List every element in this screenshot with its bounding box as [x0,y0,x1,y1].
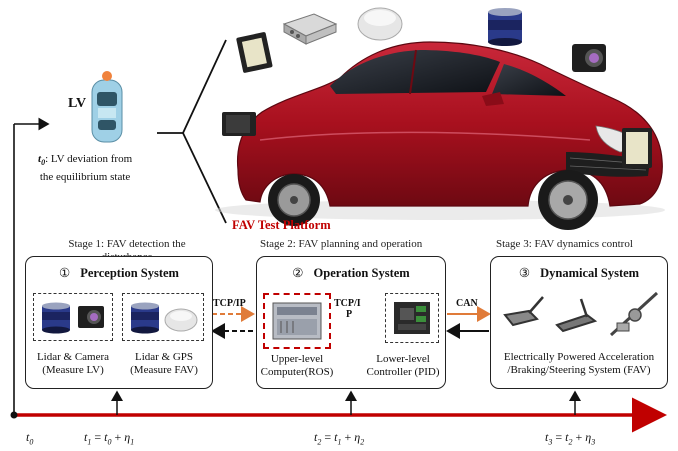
perception-system-panel: ① Perception System [25,256,213,389]
computer-icon [272,302,322,340]
lidar-camera-icons [42,302,104,334]
dynamical-desc-line2: /Braking/Steering System (FAV) [507,364,651,376]
operation-sub-right [385,293,439,343]
lv-t0-sub: 0 [41,158,46,168]
timeline-t0-label: t0 [26,430,34,447]
dynamical-system-panel: ③ Dynamical System Electrically Powered A… [490,256,668,389]
operation-title-text: Operation System [313,266,410,280]
operation-system-panel: ② Operation System Upper-level Computer(R… [256,256,446,389]
perception-left-line2: (Measure LV) [42,364,104,376]
operation-left-line1: Upper-level [270,353,324,365]
sensor-device-icon [622,128,652,168]
lidar-gps-icons [131,302,198,334]
timeline-origin [10,411,18,419]
gps-dome-icon [357,7,403,41]
dynamical-title: ③ Dynamical System [491,265,667,281]
lv-description: t0: LV deviation from the equilibrium st… [38,152,132,184]
perception-sub-left [33,293,113,341]
connector-can [446,306,491,339]
gps-receiver-icon [282,13,338,45]
operation-sub-left [263,293,331,349]
timeline-t1-label: t1 = t0 + η1 [84,430,135,447]
perception-right-line2: (Measure FAV) [130,364,198,376]
operation-right-line1: Lower-level [376,353,430,365]
dynamical-desc-line1: Electrically Powered Acceleration [503,351,655,363]
timeline-t2-label: t2 = t1 + η2 [314,430,365,447]
operation-left-line2: Computer(ROS) [260,366,334,378]
link-label-tcpip-2a: TCP/I [334,298,361,309]
operation-right-caption: Lower-level Controller (PID) [361,353,445,379]
perception-right-caption: Lidar & GPS (Measure FAV) [118,351,210,377]
link-label-tcpip-1: TCP/IP [213,298,246,309]
lv-t0-symbol: t [38,153,42,165]
stage-3-number: ③ [518,266,531,280]
stage-2-caption: Stage 2: FAV planning and operation [260,238,423,250]
stage-2-number: ② [292,266,304,280]
perception-left-line1: Lidar & Camera [36,351,110,363]
car-top-icon [91,71,123,143]
platform-bracket [157,39,227,224]
dynamical-title-text: Dynamical System [540,266,640,280]
stage-3-caption: Stage 3: FAV dynamics control [496,238,633,250]
thermal-camera-icon [78,306,104,328]
operation-title: ② Operation System [257,265,445,281]
fav-platform-label: FAV Test Platform [232,218,331,232]
lidar-icon [488,8,522,46]
lv-label: LV [68,96,87,111]
lidar-icon [131,302,159,334]
steering-icon [609,291,659,337]
dynamical-caption: Electrically Powered Acceleration /Braki… [491,351,667,377]
operation-left-caption: Upper-level Computer(ROS) [257,353,337,379]
link-label-can: CAN [456,298,478,309]
stage-1-number: ① [59,266,71,280]
timeline-t3-label: t3 = t2 + η3 [545,430,596,447]
connector-tcpip-1 [211,306,255,339]
gps-dome-icon [164,308,198,332]
lv-desc-line1: : LV deviation from [45,153,133,165]
sensor-device-icon [236,32,273,73]
pedal-icon [555,298,598,333]
lidar-icon [42,302,70,334]
operation-right-line2: Controller (PID) [366,366,440,378]
perception-left-caption: Lidar & Camera (Measure LV) [26,351,120,377]
actuator-icons [503,291,659,337]
perception-title-text: Perception System [80,266,179,280]
perception-sub-right [122,293,204,341]
link-label-tcpip-2: TCP/I P [334,298,361,320]
controller-board-icon [394,302,430,334]
thermal-camera-icon [572,44,606,72]
lv-desc-line2: the equilibrium state [39,171,131,184]
pedal-icon [503,296,544,327]
lv-feedback-arrow [13,117,50,415]
timeline-up-arrows [111,390,581,415]
camera-icon [222,112,256,136]
perception-right-line1: Lidar & GPS [134,351,194,363]
perception-title: ① Perception System [26,265,212,281]
link-label-tcpip-2b: P [346,309,353,320]
